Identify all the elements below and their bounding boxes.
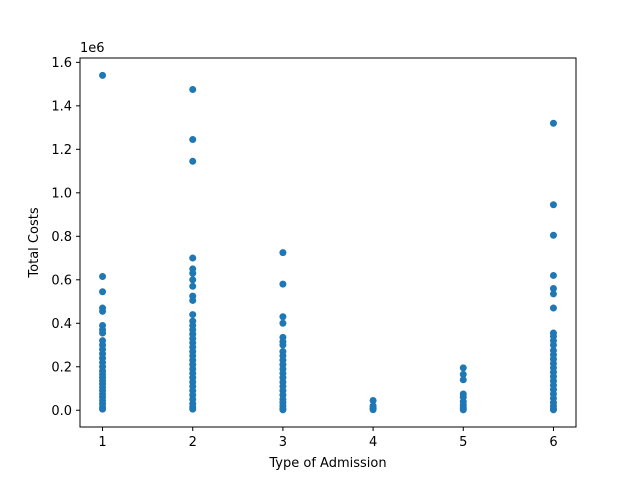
data-point	[369, 406, 377, 414]
y-tick-label: 0.2	[51, 360, 72, 375]
data-point	[549, 304, 557, 312]
data-point	[99, 307, 107, 315]
data-point	[459, 364, 467, 372]
data-point	[549, 231, 557, 239]
data-point	[99, 288, 107, 296]
data-point	[189, 136, 197, 144]
y-tick-label: 1.0	[51, 186, 72, 201]
data-point	[189, 276, 197, 284]
data-point	[459, 370, 467, 378]
y-tick-label: 0.6	[51, 273, 72, 288]
x-axis-ticks: 1 2 3 4 5 6	[98, 427, 558, 450]
data-point	[189, 405, 197, 413]
data-point	[369, 396, 377, 404]
data-point	[99, 71, 107, 79]
x-tick-label: 1	[98, 435, 106, 450]
x-axis-label: Type of Admission	[268, 456, 386, 471]
data-point	[189, 296, 197, 304]
y-tick-label: 1.6	[51, 56, 72, 71]
data-point	[189, 269, 197, 277]
data-point	[99, 273, 107, 281]
data-point	[99, 405, 107, 413]
data-point	[549, 290, 557, 298]
data-point	[549, 119, 557, 127]
data-point	[459, 406, 467, 414]
data-point	[279, 249, 287, 257]
y-tick-label: 1.4	[51, 99, 72, 114]
data-point	[189, 86, 197, 94]
x-tick-label: 3	[279, 435, 287, 450]
data-point	[189, 282, 197, 290]
data-point	[99, 329, 107, 337]
data-point	[549, 341, 557, 349]
data-point	[279, 406, 287, 414]
data-point	[549, 271, 557, 279]
data-point	[279, 280, 287, 288]
y-tick-label: 0.8	[51, 230, 72, 245]
x-tick-label: 4	[369, 435, 377, 450]
x-tick-label: 5	[459, 435, 467, 450]
x-tick-label: 6	[549, 435, 557, 450]
data-point	[189, 311, 197, 319]
data-point	[279, 319, 287, 327]
y-axis-ticks: 0.0 0.2 0.4 0.6 0.8 1.0 1.2 1.4 1.6	[51, 56, 80, 419]
plot-area-frame	[79, 57, 577, 428]
y-tick-label: 1.2	[51, 143, 72, 158]
x-tick-label: 2	[189, 435, 197, 450]
data-point	[549, 284, 557, 292]
data-point	[189, 254, 197, 262]
y-axis-label: Total Costs	[27, 207, 42, 278]
data-point	[549, 201, 557, 209]
data-point	[279, 341, 287, 349]
data-point	[189, 157, 197, 165]
data-point	[279, 313, 287, 321]
y-axis-offset-label: 1e6	[80, 41, 105, 56]
data-point	[459, 376, 467, 384]
y-tick-label: 0.4	[51, 317, 72, 332]
y-tick-label: 0.0	[51, 404, 72, 419]
points-layer	[99, 71, 557, 414]
data-point	[549, 406, 557, 414]
